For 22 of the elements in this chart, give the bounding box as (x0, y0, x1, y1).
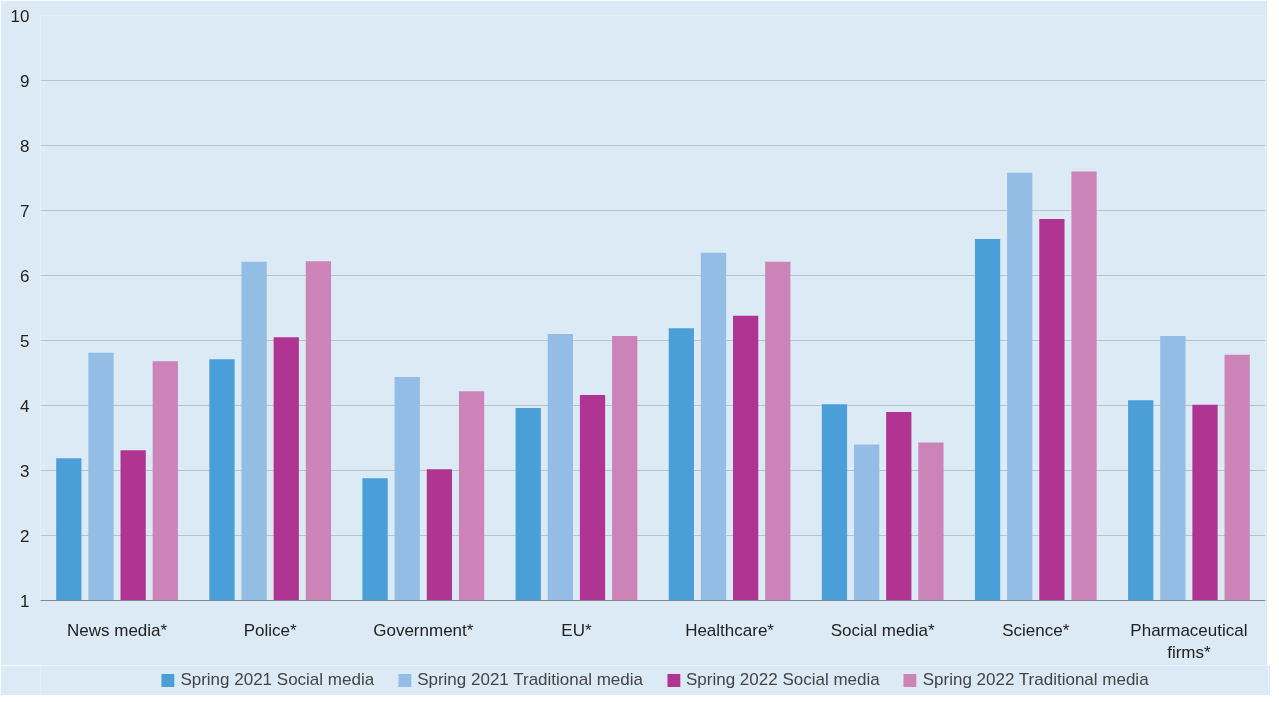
y-tick-label: 4 (20, 396, 30, 416)
y-tick-label: 1 (20, 591, 30, 611)
x-tick-label: Social media* (830, 620, 936, 640)
y-tick-label: 2 (20, 526, 30, 546)
x-tick-label: EU* (561, 620, 592, 640)
y-tick-label: 10 (10, 6, 30, 26)
y-tick-label: 8 (20, 136, 30, 156)
legend-label: Spring 2021 Social media (180, 670, 375, 690)
x-tick-label: Pharmaceutical firms* (1130, 620, 1248, 663)
y-tick-label: 6 (20, 266, 30, 286)
y-tick-label: 5 (20, 331, 30, 351)
x-tick-label: Healthcare* (685, 620, 775, 640)
y-tick-label: 3 (20, 461, 30, 481)
x-tick-label: News media* (66, 620, 168, 640)
legend-label: Spring 2021 Traditional media (417, 670, 643, 690)
x-tick-label: Government* (373, 620, 474, 640)
x-tick-label: Police* (243, 620, 298, 640)
x-tick-label: Science* (1002, 620, 1070, 640)
y-tick-label: 7 (20, 201, 30, 221)
y-tick-label: 9 (20, 71, 30, 91)
legend-label: Spring 2022 Social media (686, 670, 880, 690)
legend-label: Spring 2022 Traditional media (922, 670, 1149, 690)
